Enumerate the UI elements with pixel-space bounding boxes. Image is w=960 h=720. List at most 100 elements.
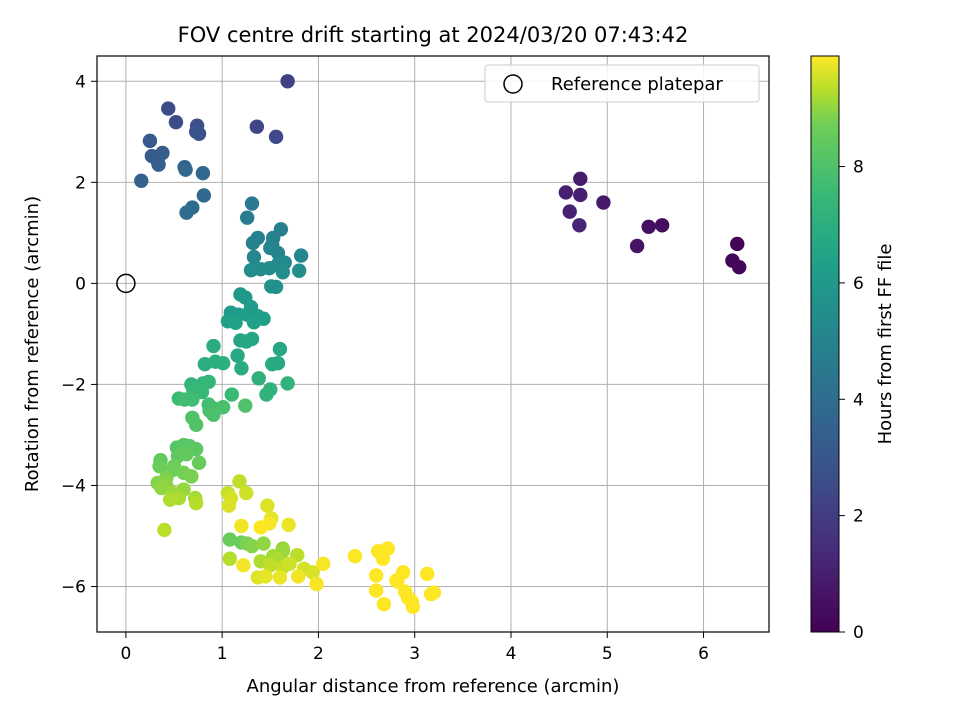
data-point bbox=[275, 265, 291, 280]
colorbar-tick-label: 2 bbox=[853, 507, 864, 527]
data-point bbox=[201, 374, 216, 390]
data-point bbox=[239, 485, 254, 501]
data-point bbox=[178, 162, 193, 177]
data-point bbox=[251, 371, 266, 386]
data-point bbox=[239, 210, 255, 225]
data-point bbox=[238, 398, 253, 413]
x-tick-label: 6 bbox=[698, 644, 709, 664]
data-point bbox=[234, 518, 249, 534]
data-point bbox=[405, 599, 420, 614]
data-point bbox=[641, 219, 656, 234]
data-point bbox=[142, 133, 158, 149]
data-point bbox=[730, 236, 745, 252]
data-point bbox=[562, 204, 577, 219]
data-point bbox=[188, 495, 204, 511]
data-point bbox=[151, 157, 166, 172]
data-point bbox=[260, 498, 275, 513]
x-tick-label: 3 bbox=[409, 644, 420, 664]
data-point bbox=[191, 455, 207, 470]
data-point bbox=[179, 446, 194, 462]
data-point bbox=[420, 566, 435, 582]
data-point bbox=[272, 341, 288, 357]
data-point bbox=[256, 536, 271, 551]
data-point bbox=[731, 260, 747, 275]
data-point bbox=[558, 185, 574, 200]
data-point bbox=[244, 538, 260, 554]
data-point bbox=[230, 348, 245, 363]
data-point bbox=[243, 263, 259, 278]
data-point bbox=[232, 474, 247, 489]
data-point bbox=[162, 492, 178, 507]
data-point bbox=[253, 520, 268, 535]
colorbar-tick-label: 6 bbox=[853, 274, 864, 294]
legend: Reference platepar bbox=[484, 64, 760, 103]
data-point bbox=[263, 558, 278, 573]
reference-platepar-marker bbox=[116, 273, 136, 294]
legend-box bbox=[484, 64, 760, 103]
colorbar-ticks: 0 2 4 6 8 bbox=[839, 158, 864, 643]
colorbar-tick-label: 4 bbox=[853, 390, 864, 410]
colorbar-tick-label: 8 bbox=[853, 158, 864, 178]
x-tick-label: 4 bbox=[506, 644, 517, 664]
y-tick-label: −6 bbox=[61, 578, 86, 598]
data-point bbox=[152, 459, 167, 474]
colorbar-label: Hours from first FF file bbox=[875, 244, 896, 445]
y-axis-label: Rotation from reference (arcmin) bbox=[22, 196, 43, 492]
data-point bbox=[573, 171, 588, 186]
data-point bbox=[268, 279, 284, 295]
data-point bbox=[191, 126, 207, 142]
x-tick-label: 0 bbox=[120, 644, 131, 664]
data-point bbox=[272, 570, 288, 585]
data-point bbox=[572, 218, 587, 233]
data-point bbox=[390, 574, 405, 589]
data-point bbox=[282, 556, 297, 571]
data-point bbox=[222, 551, 238, 566]
legend-entry-reference-platepar: Reference platepar bbox=[551, 74, 723, 95]
data-point bbox=[375, 551, 391, 566]
plot-frame bbox=[96, 55, 770, 633]
data-point bbox=[228, 315, 243, 330]
data-point bbox=[259, 387, 274, 402]
data-point bbox=[265, 357, 280, 372]
data-point bbox=[245, 235, 261, 251]
chart-title: FOV centre drift starting at 2024/03/20 … bbox=[178, 23, 689, 47]
data-point bbox=[281, 517, 296, 533]
data-point bbox=[246, 249, 262, 265]
data-point bbox=[196, 188, 212, 203]
data-point bbox=[573, 187, 588, 203]
grid bbox=[97, 56, 769, 632]
legend-reference-marker bbox=[503, 74, 523, 94]
data-point bbox=[221, 498, 237, 513]
data-point bbox=[654, 218, 670, 233]
y-tick-label: −4 bbox=[61, 476, 86, 496]
data-point bbox=[305, 565, 320, 580]
data-point bbox=[168, 114, 184, 130]
x-tick-label: 1 bbox=[217, 644, 228, 664]
data-point bbox=[244, 196, 260, 211]
data-point bbox=[596, 195, 611, 210]
x-tick-label: 2 bbox=[313, 644, 324, 664]
data-point bbox=[316, 556, 331, 571]
data-point bbox=[206, 338, 221, 354]
data-point bbox=[376, 597, 392, 612]
data-point bbox=[291, 263, 307, 278]
y-tick-label: −2 bbox=[61, 375, 86, 395]
data-point bbox=[222, 532, 238, 547]
data-point bbox=[234, 361, 249, 376]
x-axis-label: Angular distance from reference (arcmin) bbox=[247, 676, 620, 697]
data-point bbox=[206, 407, 221, 422]
x-tick-label: 5 bbox=[602, 644, 613, 664]
y-tick-label: 2 bbox=[75, 173, 86, 193]
colorbar bbox=[810, 55, 840, 633]
data-point bbox=[177, 392, 192, 407]
data-point bbox=[629, 238, 645, 254]
y-tick-label: 0 bbox=[75, 274, 86, 294]
y-axis-ticks: −6 −4 −2 0 2 4 bbox=[61, 72, 97, 598]
x-axis-ticks: 0 1 2 3 4 5 6 bbox=[120, 632, 709, 664]
data-point bbox=[215, 399, 231, 415]
data-point bbox=[236, 558, 251, 573]
data-point bbox=[309, 576, 324, 592]
data-point bbox=[161, 101, 176, 116]
data-point bbox=[194, 384, 210, 400]
data-point bbox=[280, 74, 295, 89]
